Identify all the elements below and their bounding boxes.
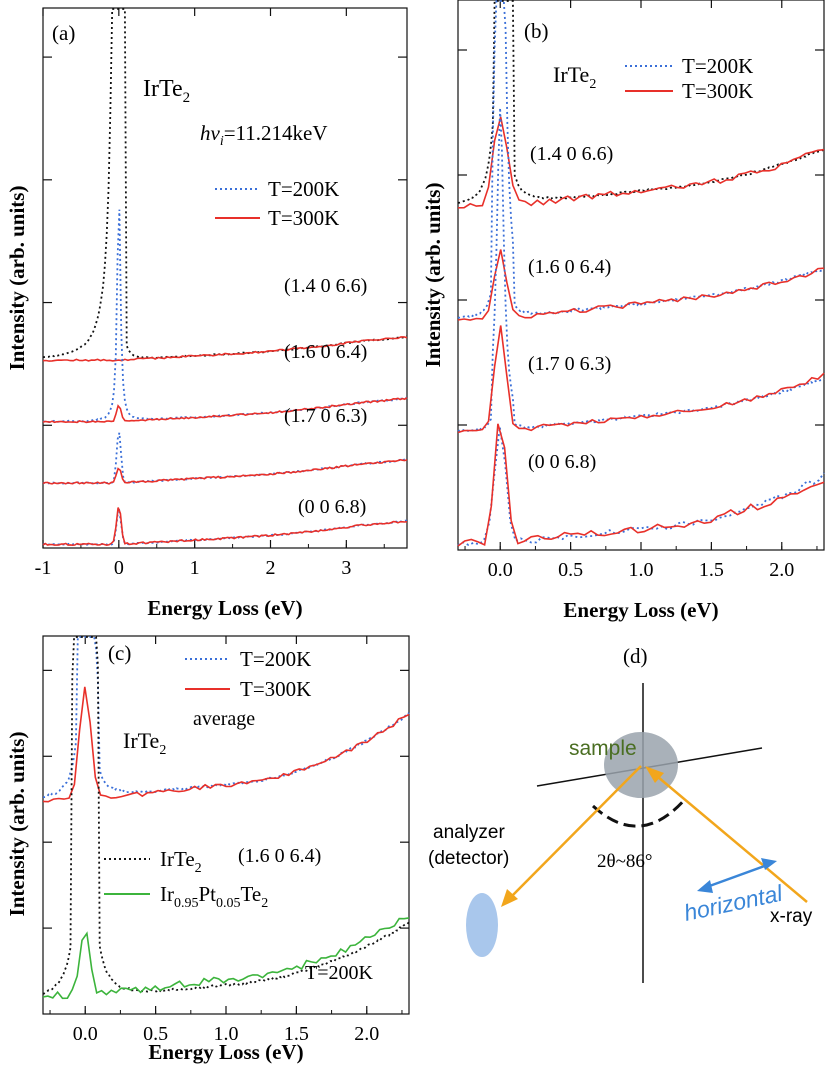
panel-b-label: (b) [524, 19, 549, 43]
incident-arrowhead [645, 766, 664, 783]
panel-c-xtick-label: 1.0 [214, 1023, 239, 1045]
scattered-xray [507, 765, 642, 901]
panel-b-xtick-label: 0.0 [488, 559, 513, 581]
panel-b-legend-200: T=200K [682, 54, 753, 78]
c-curve-irte2 [42, 636, 410, 995]
polarization-arrowhead-left [697, 880, 713, 893]
b-curve-1-200k [457, 0, 825, 204]
panel-b-legend-300: T=300K [682, 79, 753, 103]
panel-a-xtick-label: 3 [341, 557, 351, 579]
scattered-arrowhead [501, 889, 518, 907]
sample-disc [604, 732, 678, 798]
panel-c-q-label: (1.6 0 6.4) [238, 845, 321, 867]
c-curve-avg-300k [42, 686, 410, 803]
panel-a-compound: IrTe2 [143, 76, 190, 106]
panel-c-ylabel: Intensity (arb. units) [5, 732, 29, 917]
panel-c-legend-irte2: IrTe2 [160, 847, 202, 876]
panel-a-xtick-label: 2 [266, 557, 276, 579]
panel-c-compound: IrTe2 [123, 728, 166, 758]
panel-a-xtick-label: 1 [190, 557, 200, 579]
b-curve-1-300k [457, 116, 825, 209]
panel-a-curves [42, 8, 408, 547]
panel-b: 0.0 0.5 1.0 1.5 2.0 (b) IrTe2 T=200K T=300K … [421, 0, 825, 622]
panel-b-xtick-label: 0.5 [558, 559, 583, 581]
panel-d-diagram: (d) sample 2θ~86° analyzer (detector) ho… [428, 644, 813, 983]
panel-c-label: (c) [108, 641, 131, 665]
panel-c-xtick-label: 0.0 [73, 1023, 98, 1045]
panel-c-xlabel: Energy Loss (eV) [148, 1040, 303, 1064]
panel-b-spectrum-label-4: (0 0 6.8) [528, 451, 596, 473]
panel-b-compound: IrTe2 [553, 62, 596, 92]
incident-xray [651, 771, 808, 903]
xray-label: x-ray [770, 906, 813, 927]
panel-a-legend-300: T=300K [268, 206, 339, 230]
panel-a-energy: hνi=11.214keV [200, 121, 328, 149]
panel-c-xtick-label: 2.0 [354, 1023, 379, 1045]
panel-a-legend-200: T=200K [268, 177, 339, 201]
panel-a-spectrum-label-4: (0 0 6.8) [298, 496, 366, 518]
panel-a-ylabel: Intensity (arb. units) [5, 186, 29, 371]
panel-d-label: (d) [623, 644, 648, 668]
panel-b-xtick-label: 1.5 [699, 559, 724, 581]
panel-c-xtick-label: 1.5 [284, 1023, 309, 1045]
detector-label: (detector) [428, 848, 509, 869]
analyzer-label: analyzer [433, 822, 505, 843]
panel-c-t-label: T=200K [305, 962, 373, 984]
a-curve-3-300k [42, 458, 408, 485]
a-curve-1-200k [42, 8, 408, 359]
panel-a-xlabel: Energy Loss (eV) [147, 596, 302, 620]
panel-c-curves [42, 636, 410, 1000]
b-curve-2-300k [457, 249, 825, 321]
panel-c-average-label: average [193, 708, 255, 730]
panel-c-legend-300: T=300K [240, 677, 311, 701]
panel-a-frame [42, 7, 408, 549]
polarization-arrowhead-right [761, 858, 777, 870]
a-curve-2-200k [42, 209, 408, 423]
angle-arc [591, 797, 688, 828]
panel-b-xtick-label: 2.0 [769, 559, 794, 581]
b-curve-3-200k [457, 107, 825, 433]
panel-b-curves [457, 0, 825, 547]
panel-b-xlabel: Energy Loss (eV) [563, 598, 718, 622]
sample-label: sample [569, 737, 637, 760]
a-curve-4-300k [42, 507, 408, 547]
panel-a-xtick-label: -1 [35, 557, 52, 579]
panel-c: 0.0 0.5 1.0 1.5 2.0 (c) T=200K T=300K averag… [5, 635, 410, 1064]
panel-c-legend-200: T=200K [240, 647, 311, 671]
a-curve-3-200k [42, 432, 408, 485]
panel-b-spectrum-label-1: (1.4 0 6.6) [530, 143, 613, 165]
b-curve-2-200k [457, 0, 825, 319]
panel-a-spectrum-label-1: (1.4 0 6.6) [284, 275, 367, 297]
panel-a-spectrum-label-2: (1.6 0 6.4) [284, 341, 367, 363]
a-curve-1-300k [42, 336, 408, 362]
panel-a-label: (a) [52, 21, 75, 45]
panel-a-ticks: -1 0 1 2 3 [35, 8, 407, 579]
angle-label: 2θ~86° [597, 851, 652, 872]
panel-b-ticks: 0.0 0.5 1.0 1.5 2.0 [458, 0, 824, 581]
panel-b-xtick-label: 1.0 [629, 559, 654, 581]
polarization-arrow [703, 862, 771, 890]
panel-a-spectrum-label-3: (1.7 0 6.3) [284, 405, 367, 427]
panel-b-spectrum-label-2: (1.6 0 6.4) [528, 256, 611, 278]
c-curve-pt [42, 917, 410, 1000]
panel-a: -1 0 1 2 3 (a) IrTe2 hνi=11.214keV T=200K T=… [5, 7, 408, 620]
panel-b-ylabel: Intensity (arb. units) [421, 183, 445, 368]
panel-b-frame [457, 0, 825, 551]
panel-a-xtick-label: 0 [114, 557, 124, 579]
a-curve-2-300k [42, 396, 408, 424]
c-curve-avg-200k [43, 636, 410, 798]
panel-c-xtick-label: 0.5 [143, 1023, 168, 1045]
b-curve-4-300k [457, 423, 825, 547]
detector-ellipse [466, 893, 498, 957]
panel-c-ticks: 0.0 0.5 1.0 1.5 2.0 [43, 636, 409, 1045]
panel-b-spectrum-label-3: (1.7 0 6.3) [528, 353, 611, 375]
b-curve-3-300k [457, 325, 825, 434]
panel-c-legend-pt: Ir0.95Pt0.05Te2 [160, 882, 268, 911]
